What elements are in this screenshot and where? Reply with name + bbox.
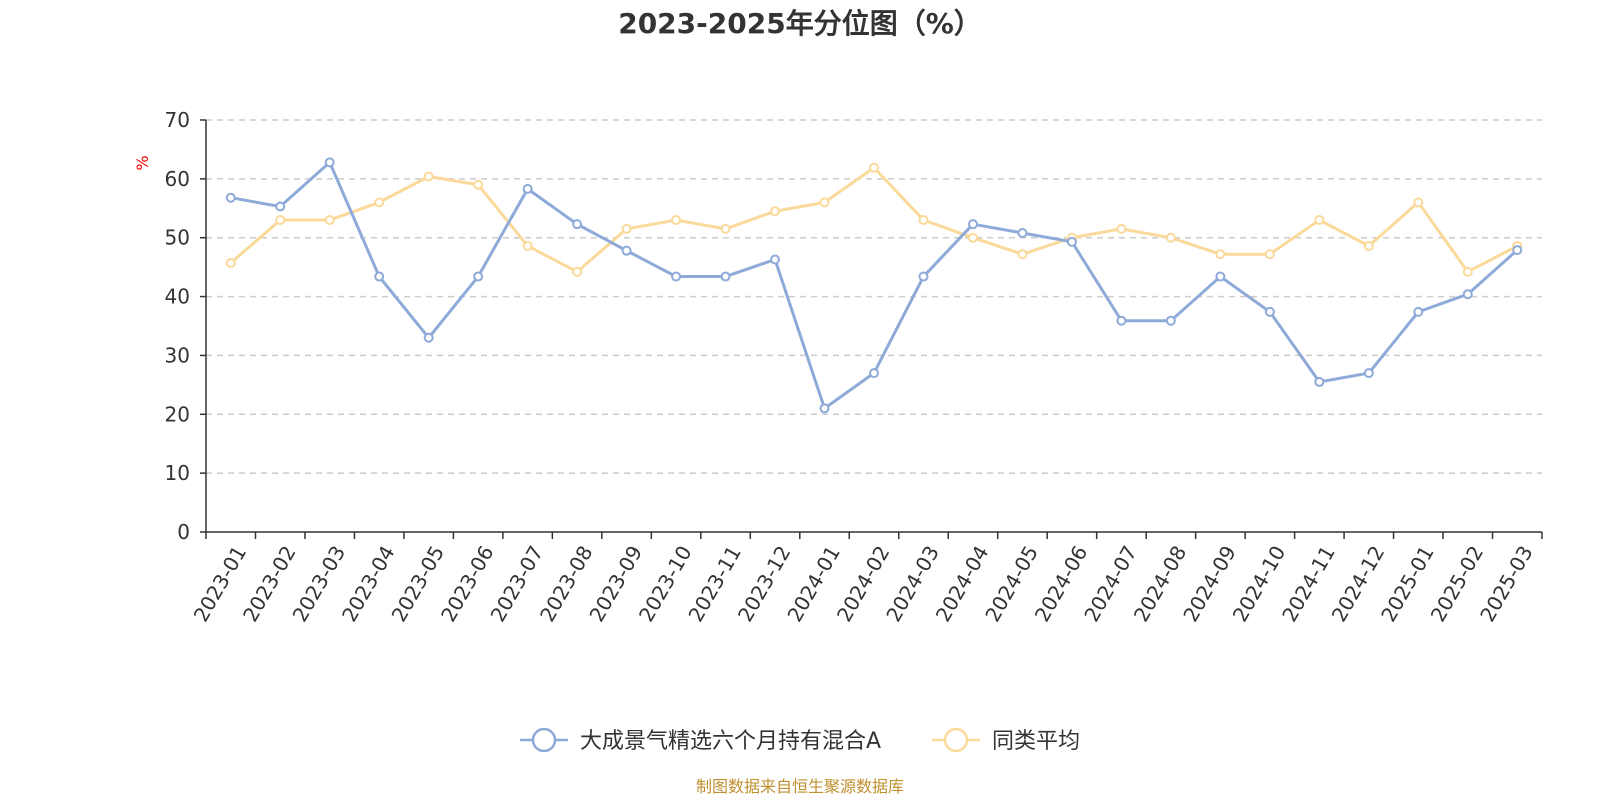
data-point: [522, 183, 533, 194]
data-point: [770, 206, 781, 217]
data-point: [967, 219, 978, 230]
data-point: [374, 197, 385, 208]
legend-marker: [943, 727, 969, 753]
data-point: [720, 271, 731, 282]
data-point: [324, 157, 335, 168]
grid-lines: [206, 119, 1542, 474]
data-point: [522, 240, 533, 251]
y-tick-label: 10: [165, 461, 190, 485]
data-point: [671, 215, 682, 226]
data-point: [572, 266, 583, 277]
data-point: [869, 162, 879, 173]
series-0: [225, 157, 1523, 414]
y-tick-label: 50: [165, 226, 190, 250]
chart-title: 2023-2025年分位图（%）: [618, 7, 982, 40]
legend-item-1[interactable]: 同类平均: [932, 727, 1080, 754]
data-point: [1363, 240, 1374, 251]
data-point: [918, 215, 929, 226]
data-point: [1116, 315, 1127, 326]
data-point: [1116, 223, 1127, 234]
data-point: [1413, 306, 1424, 317]
data-point: [720, 223, 731, 234]
data-point: [1314, 215, 1325, 226]
data-point: [225, 192, 236, 203]
data-point: [275, 215, 286, 226]
legend-label: 同类平均: [992, 729, 1080, 754]
series-1: [225, 162, 1523, 277]
y-tick-label: 40: [165, 285, 190, 309]
x-tick-labels: 2023-012023-022023-032023-042023-052023-…: [189, 541, 1538, 625]
data-point: [770, 254, 781, 265]
data-point: [819, 197, 830, 208]
source-note: 制图数据来自恒生聚源数据库: [696, 777, 904, 796]
data-point: [1215, 249, 1226, 260]
y-tick-label: 0: [177, 520, 190, 544]
y-tick-label: 70: [165, 108, 190, 132]
data-point: [1462, 266, 1473, 277]
data-point: [1017, 249, 1028, 260]
data-point: [473, 271, 484, 282]
data-point: [621, 245, 632, 256]
data-point: [1066, 236, 1077, 247]
data-point: [1165, 315, 1176, 326]
legend-label: 大成景气精选六个月持有混合A: [580, 729, 881, 754]
axes: [200, 119, 1543, 539]
data-point: [1017, 228, 1028, 239]
data-point: [1462, 289, 1473, 300]
data-point: [374, 271, 385, 282]
data-point: [1264, 306, 1275, 317]
data-point: [1165, 232, 1176, 243]
data-point: [869, 368, 879, 379]
y-tick-label: 30: [165, 343, 190, 367]
data-point: [967, 232, 978, 243]
y-tick-label: 60: [165, 167, 190, 191]
data-point: [1363, 368, 1374, 379]
y-tick-labels: 0 10 20 30 40 50 60 70: [165, 108, 190, 544]
y-axis-label: %: [133, 155, 152, 170]
data-point: [1215, 271, 1226, 282]
data-point: [819, 403, 830, 414]
data-point: [1314, 376, 1325, 387]
data-point: [324, 215, 335, 226]
data-point: [1264, 249, 1275, 260]
data-point: [225, 258, 236, 269]
legend-marker: [531, 727, 557, 753]
data-point: [671, 271, 682, 282]
data-point: [423, 332, 434, 343]
data-point: [1512, 245, 1523, 256]
data-point: [1413, 197, 1424, 208]
data-point: [918, 271, 929, 282]
data-point: [275, 201, 286, 212]
legend-item-0[interactable]: 大成景气精选六个月持有混合A: [520, 727, 881, 754]
data-point: [423, 171, 434, 182]
data-point: [572, 219, 583, 230]
data-point: [473, 179, 484, 190]
series-lines: [225, 157, 1523, 414]
legend[interactable]: 大成景气精选六个月持有混合A 同类平均: [520, 727, 1080, 754]
data-point: [621, 223, 632, 234]
y-tick-label: 20: [165, 402, 190, 426]
